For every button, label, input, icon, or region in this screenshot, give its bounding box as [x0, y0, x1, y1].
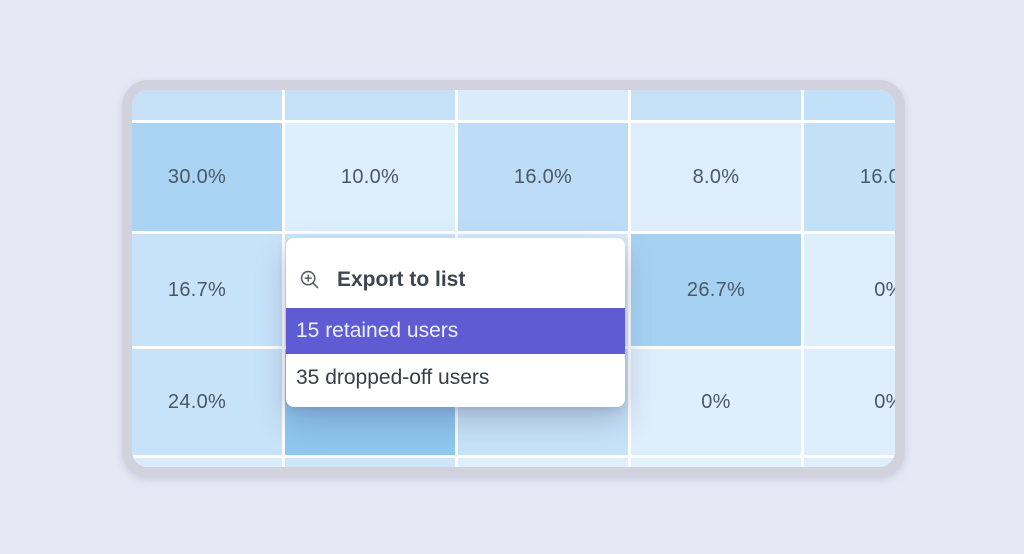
retention-cell[interactable]: 0%: [804, 234, 904, 346]
menu-item-dropped-off-users[interactable]: 35 dropped-off users: [286, 354, 625, 402]
cell-context-menu: Export to list 15 retained users 35 drop…: [286, 238, 625, 407]
retention-cell[interactable]: [285, 90, 455, 120]
retention-value: 10.0%: [340, 165, 400, 188]
retention-value: 30.0%: [167, 165, 227, 188]
retention-value: 16.0%: [513, 165, 573, 188]
retention-value: 0%: [874, 390, 904, 413]
retention-cell[interactable]: [631, 90, 801, 120]
retention-cell[interactable]: 10.0%: [285, 123, 455, 231]
retention-cell[interactable]: [631, 458, 801, 467]
menu-item-label: Export to list: [337, 268, 466, 291]
retention-value: 24.0%: [167, 390, 227, 413]
retention-cell[interactable]: [285, 458, 455, 467]
retention-cell[interactable]: [132, 90, 282, 120]
retention-cell[interactable]: 8.0%: [631, 123, 801, 231]
menu-item-label: 15 retained users: [296, 319, 459, 342]
retention-cell[interactable]: [804, 90, 895, 120]
retention-cell[interactable]: [132, 458, 282, 467]
retention-cell[interactable]: 30.0%: [132, 123, 282, 231]
retention-cell[interactable]: 0%: [804, 349, 904, 455]
retention-cell[interactable]: 26.7%: [631, 234, 801, 346]
retention-cell[interactable]: [804, 458, 895, 467]
retention-value: 0%: [701, 390, 731, 413]
menu-item-export-to-list[interactable]: Export to list: [286, 252, 625, 308]
retention-value: 16.0%: [859, 165, 901, 188]
retention-cell[interactable]: 16.0%: [458, 123, 628, 231]
retention-cell[interactable]: 16.7%: [132, 234, 282, 346]
retention-value: 8.0%: [692, 165, 740, 188]
retention-cell[interactable]: [458, 458, 628, 467]
retention-cell[interactable]: 16.0%: [804, 123, 901, 231]
retention-value: 0%: [874, 278, 904, 301]
retention-table-card: 30.0% 10.0% 16.0% 8.0% 16.0% 16.7% 26.7%…: [122, 80, 905, 477]
zoom-in-icon: [298, 268, 322, 292]
menu-item-retained-users[interactable]: 15 retained users: [286, 308, 625, 354]
menu-item-label: 35 dropped-off users: [296, 366, 490, 389]
retention-value: 26.7%: [686, 278, 746, 301]
retention-cell[interactable]: [458, 90, 628, 120]
retention-cell[interactable]: 0%: [631, 349, 801, 455]
retention-value: 16.7%: [167, 278, 227, 301]
retention-cell[interactable]: 24.0%: [132, 349, 282, 455]
